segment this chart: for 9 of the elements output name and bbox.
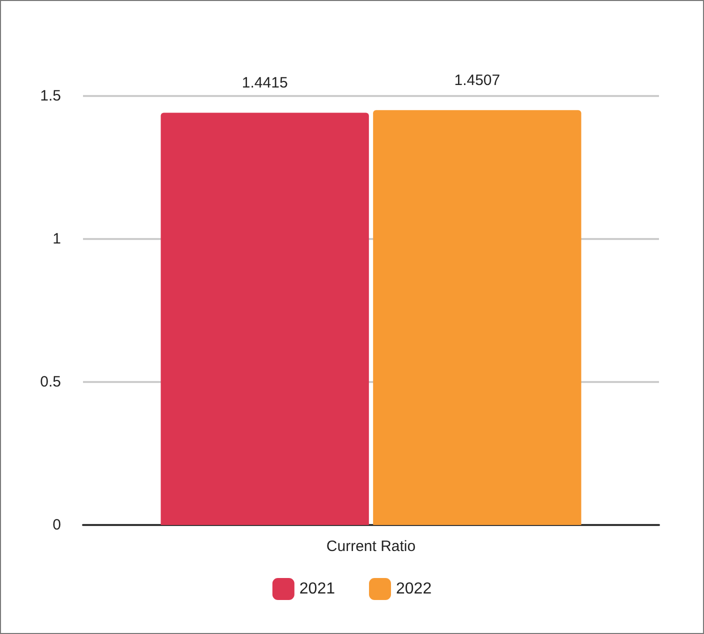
legend-label: 2022 [396,580,432,598]
y-tick-label: 0.5 [40,374,61,390]
data-label: 1.4507 [454,72,500,90]
x-tick-label: Current Ratio [326,538,416,555]
y-tick-label: 1 [52,230,61,248]
legend-label: 2021 [299,580,336,598]
y-tick-label: 0 [52,516,61,534]
y-tick-label: 1.5 [40,88,61,104]
data-label: 1.4415 [242,74,288,92]
